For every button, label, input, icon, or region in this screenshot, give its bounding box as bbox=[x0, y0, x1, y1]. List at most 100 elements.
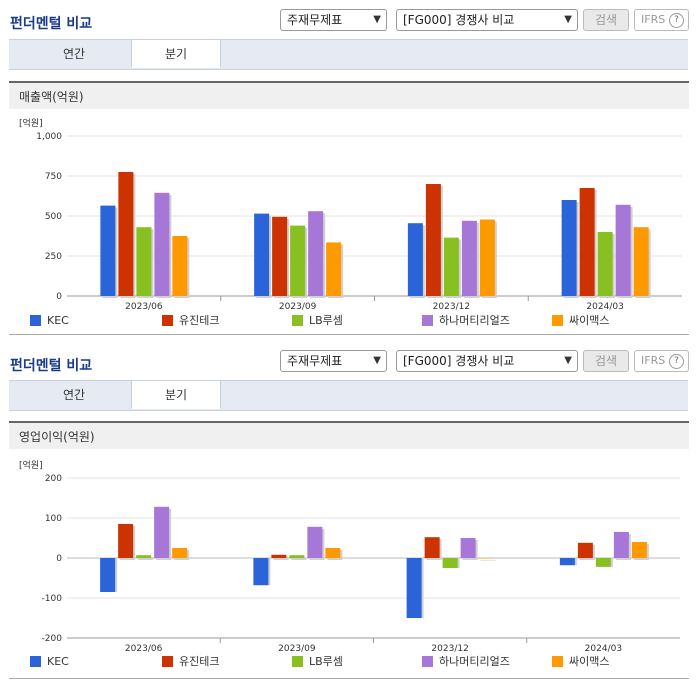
help-icon[interactable]: ? bbox=[669, 354, 684, 369]
bar-유진테크 bbox=[118, 524, 134, 558]
compare-select[interactable]: [FG000] 경쟁사 비교 ▼ bbox=[396, 350, 578, 372]
section-title: 펀더멘털 비교 bbox=[10, 358, 93, 374]
bar-LB루셈 bbox=[442, 558, 458, 568]
x-tick-label: 2024/03 bbox=[586, 302, 623, 312]
bar-KEC bbox=[254, 213, 270, 296]
bar-유진테크 bbox=[272, 216, 288, 296]
legend-swatch bbox=[162, 315, 173, 326]
bar-유진테크 bbox=[425, 184, 441, 296]
y-tick-label: 1,000 bbox=[36, 132, 62, 142]
bar-KEC bbox=[559, 558, 575, 566]
statement-select[interactable]: 주재무제표 ▼ bbox=[280, 350, 387, 372]
tab-quarterly[interactable]: 분기 bbox=[131, 39, 221, 68]
bar-KEC bbox=[407, 223, 423, 296]
bar-LB루셈 bbox=[597, 232, 613, 296]
y-tick-label: 750 bbox=[45, 172, 62, 182]
bar-LB루셈 bbox=[443, 237, 459, 296]
bar-KEC bbox=[406, 558, 422, 618]
x-tick-label: 2023/09 bbox=[278, 644, 316, 654]
y-tick-label: 500 bbox=[45, 212, 62, 222]
legend-item[interactable]: 싸이맥스 bbox=[552, 313, 609, 329]
ifrs-label: IFRS bbox=[641, 354, 666, 367]
legend-label: KEC bbox=[47, 655, 69, 668]
legend-swatch bbox=[162, 656, 173, 667]
legend-item[interactable]: 유진테크 bbox=[162, 313, 219, 329]
legend-swatch bbox=[422, 656, 433, 667]
bar-싸이맥스 bbox=[172, 548, 188, 558]
tab-annual[interactable]: 연간 bbox=[62, 388, 86, 402]
statement-select-value: 주재무제표 bbox=[287, 354, 343, 368]
legend-swatch bbox=[30, 315, 41, 326]
compare-select-value: [FG000] 경쟁사 비교 bbox=[403, 354, 515, 368]
legend-label: KEC bbox=[47, 314, 69, 327]
legend-item[interactable]: LB루셈 bbox=[292, 654, 343, 670]
bar-싸이맥스 bbox=[172, 236, 188, 296]
search-button[interactable]: 검색 bbox=[583, 350, 629, 372]
search-button[interactable]: 검색 bbox=[583, 9, 629, 31]
compare-select-value: [FG000] 경쟁사 비교 bbox=[403, 13, 515, 27]
unit-label: [억원] bbox=[19, 117, 43, 129]
period-tabs: 연간 분기 bbox=[9, 380, 688, 411]
chevron-down-icon: ▼ bbox=[564, 14, 572, 25]
help-icon[interactable]: ? bbox=[669, 13, 684, 28]
legend-item[interactable]: 하나머티리얼즈 bbox=[422, 313, 510, 329]
legend-item[interactable]: 유진테크 bbox=[162, 654, 219, 670]
bar-KEC bbox=[561, 200, 577, 296]
ifrs-button[interactable]: IFRS ? bbox=[634, 350, 689, 372]
legend-label: LB루셈 bbox=[309, 655, 343, 668]
bar-싸이맥스 bbox=[479, 219, 495, 296]
legend-item[interactable]: KEC bbox=[30, 654, 69, 670]
chevron-down-icon: ▼ bbox=[373, 355, 381, 366]
legend-label: LB루셈 bbox=[309, 314, 343, 327]
chart-legend: KEC 유진테크 LB루셈 하나머티리얼즈 싸이맥스 bbox=[30, 654, 670, 670]
bar-shadow bbox=[138, 557, 154, 560]
bar-LB루셈 bbox=[136, 555, 152, 558]
legend-label: 하나머티리얼즈 bbox=[439, 314, 510, 327]
legend-item[interactable]: LB루셈 bbox=[292, 313, 343, 329]
x-tick-label: 2023/09 bbox=[279, 302, 317, 312]
bar-LB루셈 bbox=[289, 555, 305, 558]
bar-하나머티리얼즈 bbox=[615, 204, 631, 296]
bar-유진테크 bbox=[577, 542, 593, 558]
legend-item[interactable]: 하나머티리얼즈 bbox=[422, 654, 510, 670]
legend-swatch bbox=[422, 315, 433, 326]
statement-select-value: 주재무제표 bbox=[287, 13, 343, 27]
legend-item[interactable]: 싸이맥스 bbox=[552, 654, 609, 670]
compare-select[interactable]: [FG000] 경쟁사 비교 ▼ bbox=[396, 9, 578, 31]
section-title: 펀더멘털 비교 bbox=[10, 16, 93, 32]
legend-label: 하나머티리얼즈 bbox=[439, 655, 510, 668]
bar-싸이맥스 bbox=[631, 542, 647, 558]
chart-legend: KEC 유진테크 LB루셈 하나머티리얼즈 싸이맥스 bbox=[30, 313, 670, 329]
section-revenue: 펀더멘털 비교 주재무제표 ▼ [FG000] 경쟁사 비교 ▼ 검색 IFRS… bbox=[0, 0, 696, 340]
operating-profit-chart: [억원] -200 -100 0 100 200 2023/06 2023/09 2023/12… bbox=[19, 459, 680, 654]
chevron-down-icon: ▼ bbox=[564, 355, 572, 366]
legend-label: 유진테크 bbox=[179, 314, 220, 327]
legend-swatch bbox=[292, 656, 303, 667]
panel-title: 매출액(억원) bbox=[9, 81, 689, 109]
bar-유진테크 bbox=[271, 554, 287, 558]
revenue-chart: [억원] 0 250 500 750 1,000 2023/06 2023/09 2023/12… bbox=[19, 117, 682, 312]
y-tick-label: -200 bbox=[42, 634, 63, 644]
period-tabs: 연간 분기 bbox=[9, 39, 688, 70]
bar-shadow bbox=[480, 560, 496, 561]
bar-shadow bbox=[273, 556, 289, 560]
ifrs-button[interactable]: IFRS ? bbox=[634, 9, 689, 31]
x-tick-label: 2023/06 bbox=[125, 302, 163, 312]
bar-KEC bbox=[100, 205, 116, 296]
bar-유진테크 bbox=[118, 172, 134, 296]
bar-싸이맥스 bbox=[633, 227, 649, 296]
bar-하나머티리얼즈 bbox=[154, 192, 170, 296]
bar-하나머티리얼즈 bbox=[308, 211, 324, 296]
bar-하나머티리얼즈 bbox=[461, 220, 477, 296]
bar-하나머티리얼즈 bbox=[460, 538, 476, 558]
tab-quarterly[interactable]: 분기 bbox=[131, 380, 221, 409]
section-operating-profit: 펀더멘털 비교 주재무제표 ▼ [FG000] 경쟁사 비교 ▼ 검색 IFRS… bbox=[0, 342, 696, 684]
legend-item[interactable]: KEC bbox=[30, 313, 69, 329]
y-tick-label: 200 bbox=[45, 474, 62, 484]
divider bbox=[9, 334, 689, 335]
y-tick-label: 0 bbox=[56, 554, 62, 564]
tab-annual[interactable]: 연간 bbox=[62, 47, 86, 61]
statement-select[interactable]: 주재무제표 ▼ bbox=[280, 9, 387, 31]
legend-label: 싸이맥스 bbox=[569, 314, 610, 327]
legend-swatch bbox=[30, 656, 41, 667]
